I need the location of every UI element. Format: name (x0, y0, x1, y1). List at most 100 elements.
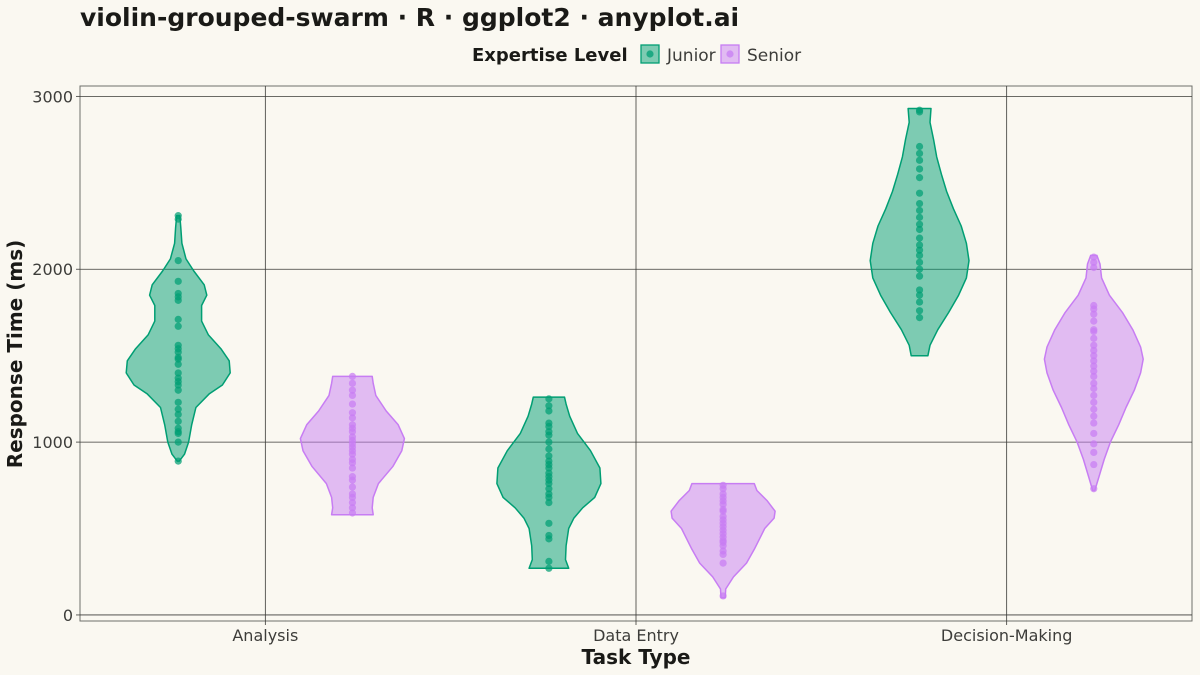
data-point (174, 289, 182, 298)
data-point (348, 421, 357, 429)
data-point (545, 428, 553, 436)
data-point (174, 369, 182, 377)
data-point (174, 374, 182, 382)
data-point (1090, 448, 1098, 457)
data-point (1090, 346, 1098, 355)
data-point (348, 414, 357, 422)
x-tick-label: Decision-Making (941, 626, 1073, 645)
data-point (1090, 412, 1098, 420)
legend-label-senior: Senior (747, 46, 801, 66)
data-point (1090, 352, 1098, 360)
data-point (1090, 485, 1098, 493)
data-point (545, 457, 553, 465)
data-point (174, 398, 182, 406)
x-tick-label: Data Entry (593, 626, 679, 645)
data-point (1090, 334, 1098, 342)
legend-key-dot (726, 50, 734, 58)
data-point (348, 483, 357, 491)
x-axis-label: Task Type (582, 645, 691, 669)
data-point (348, 433, 357, 441)
data-point (1090, 310, 1098, 318)
data-point (174, 386, 182, 394)
data-point (1090, 419, 1098, 427)
data-point (915, 234, 924, 242)
legend-title: Expertise Level (472, 45, 628, 66)
data-point (545, 531, 553, 540)
legend: Expertise Level Junior Senior (472, 44, 801, 66)
data-point (719, 481, 727, 489)
legend-label-junior: Junior (666, 46, 716, 66)
y-tick-label: 2000 (32, 260, 73, 279)
data-point (915, 298, 924, 306)
data-point (174, 417, 182, 425)
data-point (174, 410, 182, 419)
data-point (915, 165, 924, 173)
data-point (1090, 391, 1098, 400)
data-point (1090, 357, 1098, 365)
data-point (545, 419, 553, 427)
data-point (1090, 326, 1098, 334)
data-point (545, 438, 553, 446)
data-point (174, 353, 182, 361)
chart-title: violin-grouped-swarm · R · ggplot2 · any… (80, 3, 739, 32)
data-point (915, 189, 924, 197)
data-point (915, 225, 924, 234)
data-point (1090, 263, 1098, 272)
data-point (1090, 384, 1098, 393)
data-point (545, 469, 553, 477)
violins (125, 107, 1144, 599)
grid-lines (80, 86, 1192, 621)
y-tick-label: 3000 (32, 87, 73, 106)
data-point (915, 241, 924, 249)
data-point (348, 409, 357, 417)
data-point (1090, 379, 1098, 387)
x-axis: Analysis Data Entry Decision-Making (232, 621, 1072, 645)
data-point (915, 265, 924, 273)
data-point (545, 557, 553, 565)
data-point (719, 490, 727, 498)
data-point (545, 498, 553, 507)
data-point (174, 256, 182, 265)
data-point (1090, 405, 1098, 413)
data-point (348, 473, 357, 481)
data-point (915, 307, 924, 315)
data-point (915, 251, 924, 260)
data-point (174, 438, 182, 446)
data-point (174, 360, 182, 368)
data-point (915, 286, 924, 294)
data-point (915, 149, 924, 158)
data-point (719, 505, 727, 514)
data-point (348, 386, 357, 394)
data-point (915, 246, 924, 254)
data-point (1090, 317, 1098, 325)
data-point (545, 445, 553, 453)
data-point (915, 291, 924, 299)
data-point (174, 405, 182, 413)
y-tick-label: 0 (63, 606, 73, 625)
data-point (719, 547, 727, 555)
data-point (915, 142, 924, 151)
x-tick-label: Analysis (232, 626, 298, 645)
data-point (915, 258, 924, 266)
data-point (545, 395, 553, 403)
data-point (545, 564, 553, 572)
data-point (1090, 460, 1098, 469)
swarm-points (174, 106, 1098, 600)
data-point (348, 464, 357, 472)
data-point (545, 452, 553, 460)
data-point (719, 592, 727, 600)
data-point (915, 106, 924, 114)
data-point (348, 498, 357, 507)
data-point (915, 199, 924, 208)
data-point (1090, 362, 1098, 370)
data-point (348, 400, 357, 408)
data-point (719, 559, 727, 567)
data-point (1090, 372, 1098, 381)
data-point (348, 490, 357, 498)
y-tick-label: 1000 (32, 433, 73, 452)
data-point (348, 455, 357, 463)
data-point (915, 174, 924, 182)
data-point (1090, 341, 1098, 349)
